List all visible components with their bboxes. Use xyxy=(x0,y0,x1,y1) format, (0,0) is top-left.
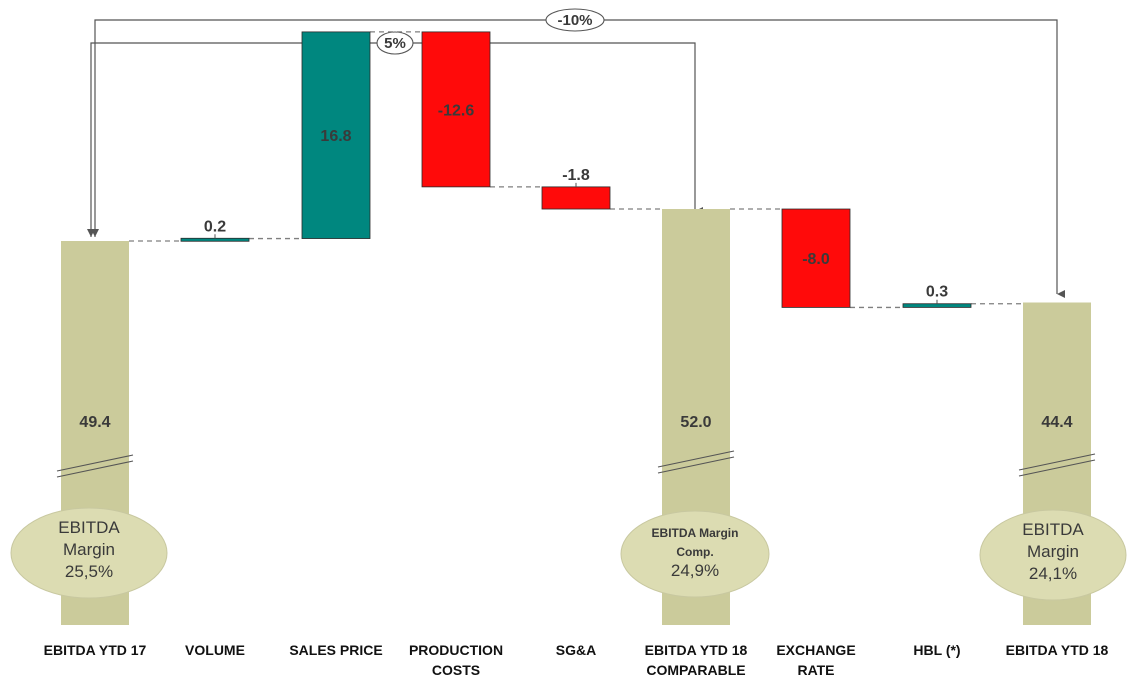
value-label: -8.0 xyxy=(802,251,830,268)
category-label: EBITDA YTD 17 xyxy=(44,642,147,658)
margin-oval xyxy=(620,510,770,598)
value-label: 16.8 xyxy=(320,128,351,145)
change-arrow xyxy=(94,19,1065,298)
category-label: HBL (*) xyxy=(913,642,960,658)
bar-exchange-rate xyxy=(781,208,851,308)
value-label: 0.2 xyxy=(204,218,226,235)
category-labels: EBITDA YTD 17 VOLUME SALES PRICE PRODUCTION… xyxy=(44,642,1109,678)
bar-production-costs xyxy=(421,31,491,188)
margin-ovals: EBITDA Margin 25,5% EBITDA Margin Comp. 24,9%… xyxy=(10,507,1127,601)
value-label: 44.4 xyxy=(1041,414,1072,431)
category-label: SG&A xyxy=(556,642,596,658)
category-label: VOLUME xyxy=(185,642,245,658)
value-label: 52.0 xyxy=(680,414,711,431)
axis-break-mark xyxy=(657,450,735,468)
category-label: EBITDA YTD 18 xyxy=(1006,642,1109,658)
axis-break-mark xyxy=(1018,459,1096,477)
category-label: RATE xyxy=(797,662,834,678)
arrow-head xyxy=(91,229,99,237)
margin-oval-text: 24,1% xyxy=(1029,564,1077,583)
margin-oval-text: Margin xyxy=(63,540,115,559)
value-labels: 49.4 0.2 16.8 -12.6 -1.8 52.0 -8.0 0.3 44.4 xyxy=(79,102,1072,431)
category-label: PRODUCTION xyxy=(409,642,503,658)
category-label: EXCHANGE xyxy=(776,642,855,658)
axis-break-mark xyxy=(657,456,735,474)
change-arrows: 5% -10% xyxy=(87,8,1065,298)
category-label: COSTS xyxy=(432,662,480,678)
value-label: 0.3 xyxy=(926,284,948,301)
category-label: COMPARABLE xyxy=(646,662,745,678)
axis-break-mark xyxy=(56,454,134,472)
change-label: -10% xyxy=(557,12,592,29)
margin-oval-text: EBITDA xyxy=(58,518,120,537)
value-label: -1.8 xyxy=(562,167,590,184)
category-label: SALES PRICE xyxy=(289,642,382,658)
bar-sg-a xyxy=(541,186,611,210)
bar-hbl- xyxy=(902,303,972,308)
margin-oval xyxy=(979,509,1127,601)
value-label: 49.4 xyxy=(79,414,110,431)
value-label: -12.6 xyxy=(438,102,475,119)
margin-oval-text: EBITDA Margin xyxy=(652,526,739,540)
margin-oval-text: 24,9% xyxy=(671,561,719,580)
axis-break-mark xyxy=(56,460,134,478)
margin-oval xyxy=(10,507,168,599)
bars xyxy=(61,31,1091,625)
axis-break-mark xyxy=(1018,453,1096,471)
margin-oval-text: 25,5% xyxy=(65,562,113,581)
bar-sales-price xyxy=(301,31,371,239)
margin-oval-text: Margin xyxy=(1027,542,1079,561)
margin-oval-text: Comp. xyxy=(676,545,713,559)
category-label: EBITDA YTD 18 xyxy=(645,642,748,658)
bar-volume xyxy=(180,237,250,242)
change-badge xyxy=(545,8,605,32)
margin-oval-text: EBITDA xyxy=(1022,520,1084,539)
change-badge xyxy=(376,31,414,55)
change-label: 5% xyxy=(384,35,406,52)
axis-breaks xyxy=(56,450,1096,478)
